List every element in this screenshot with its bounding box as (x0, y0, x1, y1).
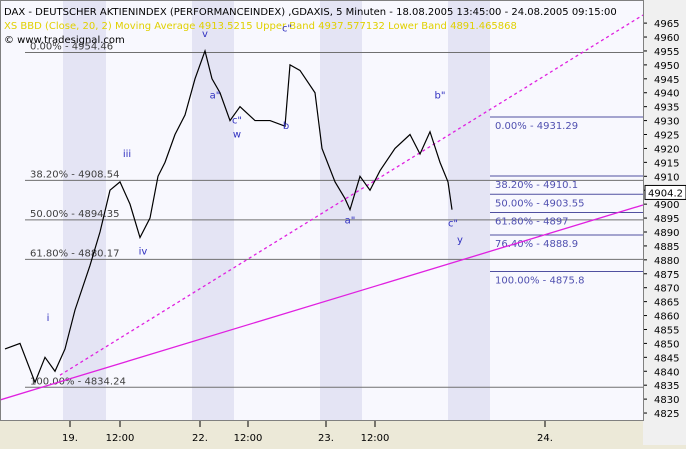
y-tick-label: 4845 (654, 353, 679, 364)
y-tick-label: 4825 (654, 409, 679, 420)
y-tick-label: 4935 (654, 103, 679, 114)
y-tick-label: 4955 (654, 47, 679, 58)
x-tick-label: 12:00 (361, 433, 390, 444)
y-tick-label: 4860 (654, 312, 679, 323)
y-tick-label: 4880 (654, 256, 679, 267)
y-axis-area (643, 0, 686, 445)
wave-label: c" (232, 115, 242, 126)
fib-label: 100.00% - 4834.24 (30, 376, 126, 387)
y-tick-label: 4965 (654, 19, 679, 30)
fib-label: 38.20% - 4908.54 (30, 169, 119, 180)
wave-label: a" (210, 90, 221, 101)
wave-label: iii (123, 149, 131, 160)
session-shade (63, 0, 106, 420)
y-tick-label: 4940 (654, 89, 679, 100)
y-tick-label: 4830 (654, 395, 679, 406)
wave-label: c" (448, 218, 458, 229)
y-tick-label: 4865 (654, 298, 679, 309)
chart-title: DAX - DEUTSCHER AKTIENINDEX (PERFORMANCE… (4, 7, 617, 18)
fib-label: 50.00% - 4903.55 (495, 198, 584, 209)
wave-label: c" (282, 23, 292, 34)
fib-label: 100.00% - 4875.8 (495, 276, 584, 287)
wave-label: b" (435, 90, 446, 101)
y-tick-label: 4840 (654, 367, 679, 378)
x-tick-label: 12:00 (106, 433, 135, 444)
fib-label: 50.00% - 4894.35 (30, 209, 119, 220)
price-line (4, 48, 453, 385)
fib-label: 61.80% - 4897 (495, 217, 569, 228)
fib-label: 38.20% - 4910.1 (495, 180, 578, 191)
x-tick-label: 22. (192, 433, 208, 444)
wave-label: a" (345, 216, 356, 227)
fib-label: 61.80% - 4880.17 (30, 248, 119, 259)
y-tick-label: 4925 (654, 131, 679, 142)
fib-label: 76.40% - 4888.9 (495, 239, 578, 250)
y-tick-label: 4870 (654, 284, 679, 295)
y-tick-label: 4890 (654, 228, 679, 239)
x-tick-label: 12:00 (234, 433, 263, 444)
x-tick-label: 23. (318, 433, 334, 444)
last-price-label: 4904.2 (648, 188, 683, 199)
wave-label: y (457, 235, 463, 246)
plot-frame (0, 0, 644, 421)
wave-label: i (47, 313, 50, 324)
fib-label: 0.00% - 4931.29 (495, 121, 578, 132)
wave-label: iv (139, 246, 148, 257)
last-price-box (644, 184, 686, 200)
x-tick-label: 19. (62, 433, 78, 444)
y-tick-label: 4950 (654, 61, 679, 72)
y-tick-label: 4885 (654, 242, 679, 253)
y-tick-label: 4910 (654, 172, 679, 183)
y-tick-label: 4945 (654, 75, 679, 86)
y-tick-label: 4915 (654, 158, 679, 169)
trendline (59, 14, 644, 376)
y-tick-label: 4960 (654, 33, 679, 44)
y-tick-label: 4850 (654, 339, 679, 350)
fib-label: 0.00% - 4954.46 (30, 41, 113, 52)
wave-label: v (202, 29, 208, 40)
y-tick-label: 4855 (654, 325, 679, 336)
y-tick-label: 4930 (654, 117, 679, 128)
trendline (0, 204, 644, 401)
session-shade (192, 0, 234, 420)
y-tick-label: 4920 (654, 144, 679, 155)
y-tick-label: 4835 (654, 381, 679, 392)
y-tick-label: 4900 (654, 200, 679, 211)
y-tick-label: 4875 (654, 270, 679, 281)
x-tick-label: 24. (537, 433, 553, 444)
session-shade (448, 0, 490, 420)
indicator-label: XS BBD (Close, 20, 2) Moving Average 491… (4, 21, 517, 32)
credit: © www.tradesignal.com (4, 35, 125, 46)
wave-label: b (283, 121, 289, 132)
y-tick-label: 4895 (654, 214, 679, 225)
wave-label: w (233, 129, 241, 140)
